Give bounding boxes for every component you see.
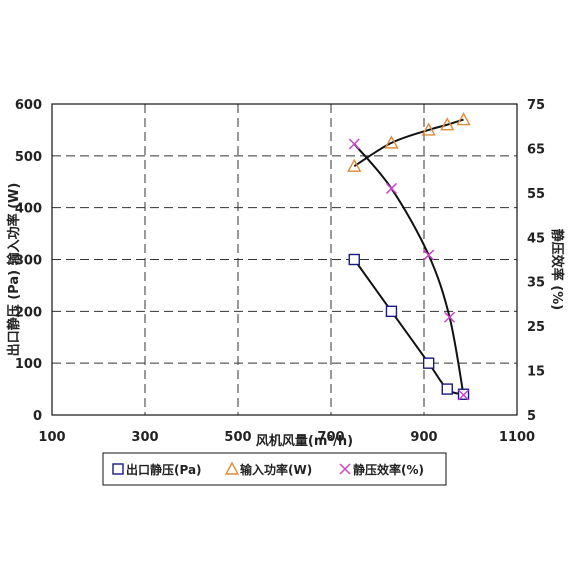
x-tick-label: 900	[410, 430, 437, 445]
left-y-tick-label: 400	[15, 202, 42, 217]
x-tick-label: 100	[38, 430, 65, 445]
data-point-series-2	[347, 158, 362, 172]
x-tick-label: 1100	[499, 430, 535, 445]
x-axis-title: 风机风量(m³/h)	[256, 433, 353, 449]
data-point-series-3	[444, 311, 456, 323]
x-tick-label: 700	[317, 430, 344, 445]
right-y-tick-label: 45	[527, 231, 545, 246]
plot-frame	[51, 103, 518, 416]
left-y-tick-label: 200	[15, 305, 42, 320]
right-y-tick-label: 65	[527, 142, 545, 157]
legend-label-series-1: 出口静压(Pa)	[126, 462, 202, 477]
legend-marker-series-2	[224, 461, 240, 475]
trend-curve-series-2	[353, 118, 464, 168]
right-axis-title: 静压效率 (%)	[549, 229, 565, 310]
right-y-tick-label: 75	[527, 98, 545, 113]
left-axis-title: 出口静压 (Pa) 输入功率 (W)	[6, 183, 22, 357]
data-point-series-1	[348, 253, 360, 266]
right-y-tick-label: 5	[527, 409, 536, 424]
x-tick-label: 300	[131, 430, 158, 445]
data-point-series-3	[423, 249, 435, 261]
legend-marker-series-3	[339, 463, 351, 475]
left-y-tick-label: 600	[15, 98, 42, 113]
left-y-tick-label: 0	[33, 409, 42, 424]
data-markers	[347, 112, 471, 401]
data-point-series-1	[441, 383, 453, 395]
right-y-tick-label: 55	[527, 187, 545, 202]
data-point-series-2	[421, 122, 436, 136]
grid-lines	[52, 104, 517, 415]
x-tick-label: 500	[224, 430, 251, 445]
right-y-tick-label: 35	[527, 276, 545, 291]
right-y-tick-label: 25	[527, 320, 545, 335]
legend-marker-series-1	[112, 463, 124, 475]
left-y-tick-label: 300	[15, 254, 42, 269]
data-point-series-3	[385, 182, 397, 194]
legend-box	[102, 452, 447, 486]
left-y-tick-label: 100	[15, 357, 42, 372]
data-point-series-3	[457, 389, 470, 401]
right-y-tick-label: 15	[527, 365, 545, 380]
data-point-series-1	[422, 357, 435, 369]
legend: 出口静压(Pa) 输入功率(W) 静压效率(%)	[102, 452, 447, 486]
data-point-series-2	[384, 135, 399, 149]
data-point-series-1	[385, 305, 398, 318]
data-point-series-2	[440, 117, 455, 131]
trend-curve-series-1	[353, 258, 464, 396]
legend-label-series-2: 输入功率(W)	[240, 462, 312, 477]
trend-curve-series-3	[353, 143, 465, 396]
data-point-series-2	[456, 112, 471, 126]
legend-label-series-3: 静压效率(%)	[353, 462, 424, 477]
tick-labels: 100 300 500 700 900 1100 0 100 200 300 400 500 600 5 1…	[15, 98, 545, 445]
trend-curves	[353, 118, 465, 396]
data-point-series-3	[348, 138, 360, 150]
left-y-tick-label: 500	[15, 150, 42, 165]
